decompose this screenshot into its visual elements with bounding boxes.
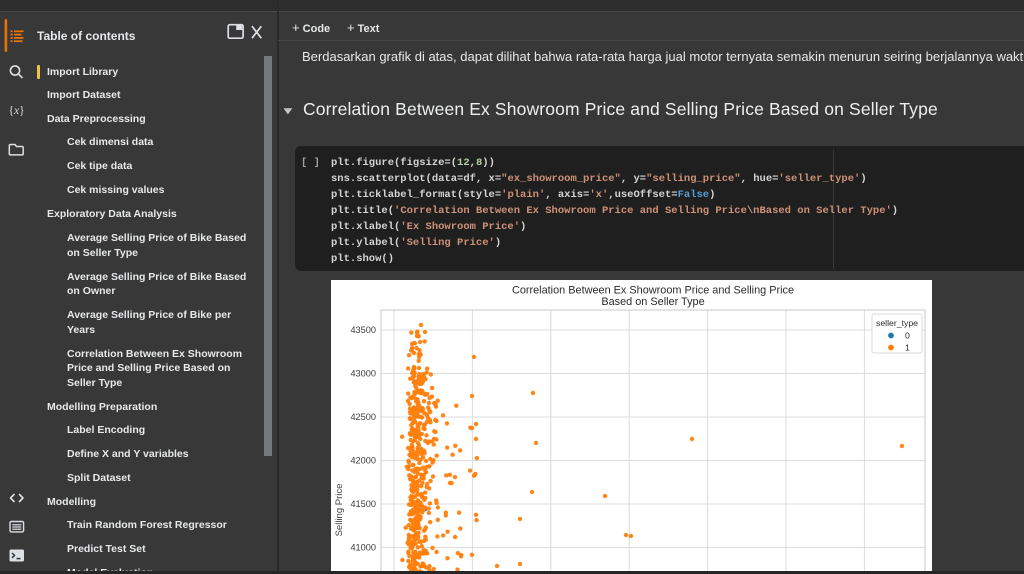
svg-text:1: 1 [905,343,910,353]
svg-text:seller_type: seller_type [876,318,918,328]
svg-text:42000: 42000 [350,456,376,466]
svg-text:43000: 43000 [350,369,376,379]
svg-text:Selling Price: Selling Price [334,484,345,537]
svg-text:Based on Seller Type: Based on Seller Type [601,296,704,308]
svg-text:41500: 41500 [350,499,376,509]
svg-text:{x}: {x} [9,105,25,117]
svg-text:Correlation Between Ex Showroo: Correlation Between Ex Showroom Price an… [512,285,794,297]
svg-text:42500: 42500 [350,412,376,422]
svg-text:41000: 41000 [350,543,376,553]
svg-text:43500: 43500 [350,325,376,335]
svg-text:0: 0 [905,331,910,341]
